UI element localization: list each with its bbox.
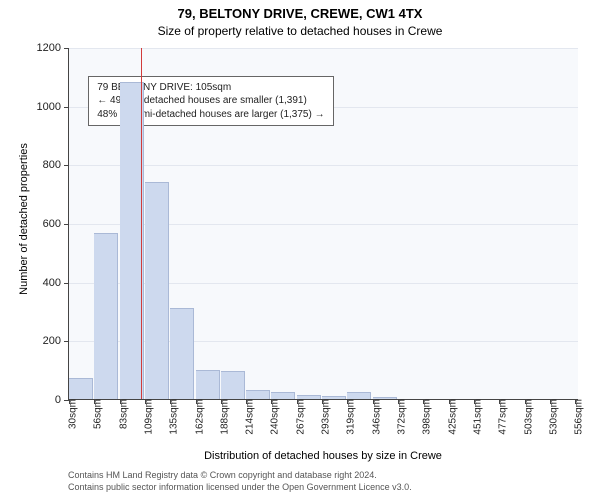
footer-line-2: Contains public sector information licen… — [68, 482, 412, 494]
x-axis-label: Distribution of detached houses by size … — [68, 450, 578, 462]
x-tick-label: 556sqm — [566, 399, 585, 435]
x-tick-label: 346sqm — [363, 399, 382, 435]
property-marker-line — [141, 48, 142, 399]
x-tick-label: 162sqm — [186, 399, 205, 435]
histogram-bar — [170, 308, 194, 399]
grid-line — [69, 48, 578, 49]
y-tick-label: 400 — [43, 277, 69, 289]
histogram-bar — [69, 378, 93, 399]
x-tick-label: 530sqm — [540, 399, 559, 435]
y-tick-label: 1000 — [37, 101, 69, 113]
x-tick-label: 240sqm — [262, 399, 281, 435]
plot-area: 79 BELTONY DRIVE: 105sqm ← 49% of detach… — [68, 48, 578, 400]
y-axis-label: Number of detached properties — [18, 119, 30, 319]
x-tick-label: 214sqm — [237, 399, 256, 435]
chart-title: 79, BELTONY DRIVE, CREWE, CW1 4TX — [0, 6, 600, 21]
histogram-bar — [221, 371, 245, 399]
x-tick-label: 503sqm — [515, 399, 534, 435]
histogram-bar — [145, 182, 169, 399]
histogram-bar — [196, 370, 220, 399]
x-tick-label: 477sqm — [490, 399, 509, 435]
x-tick-label: 425sqm — [439, 399, 458, 435]
grid-line — [69, 165, 578, 166]
x-tick-label: 372sqm — [388, 399, 407, 435]
y-tick-label: 200 — [43, 335, 69, 347]
histogram-bar — [246, 390, 270, 399]
x-tick-label: 135sqm — [161, 399, 180, 435]
footer-attributions: Contains HM Land Registry data © Crown c… — [68, 470, 412, 493]
x-tick-label: 83sqm — [110, 399, 129, 429]
x-tick-label: 56sqm — [85, 399, 104, 429]
x-tick-label: 30sqm — [60, 399, 79, 429]
x-tick-label: 451sqm — [464, 399, 483, 435]
x-tick-label: 293sqm — [313, 399, 332, 435]
y-tick-label: 800 — [43, 159, 69, 171]
x-tick-label: 319sqm — [338, 399, 357, 435]
x-tick-label: 398sqm — [414, 399, 433, 435]
x-tick-label: 109sqm — [135, 399, 154, 435]
footer-line-1: Contains HM Land Registry data © Crown c… — [68, 470, 412, 482]
y-tick-label: 600 — [43, 218, 69, 230]
chart-container: 79, BELTONY DRIVE, CREWE, CW1 4TX Size o… — [0, 0, 600, 500]
histogram-bar — [94, 233, 118, 399]
x-tick-label: 188sqm — [211, 399, 230, 435]
x-tick-label: 267sqm — [287, 399, 306, 435]
histogram-bar — [347, 392, 371, 399]
y-tick-label: 1200 — [37, 42, 69, 54]
chart-subtitle: Size of property relative to detached ho… — [0, 24, 600, 38]
histogram-bar — [271, 392, 295, 399]
